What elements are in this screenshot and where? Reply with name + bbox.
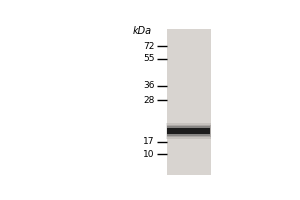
Text: 72: 72: [143, 42, 155, 51]
Bar: [167, 29, 211, 175]
Text: 17: 17: [143, 137, 155, 146]
Bar: [166, 123, 211, 139]
Bar: [167, 128, 210, 134]
Bar: [167, 126, 210, 136]
Text: 55: 55: [143, 54, 155, 63]
Text: 36: 36: [143, 81, 155, 90]
Bar: [167, 125, 211, 137]
Text: 28: 28: [143, 96, 155, 105]
Text: 10: 10: [143, 150, 155, 159]
Text: kDa: kDa: [132, 26, 152, 36]
